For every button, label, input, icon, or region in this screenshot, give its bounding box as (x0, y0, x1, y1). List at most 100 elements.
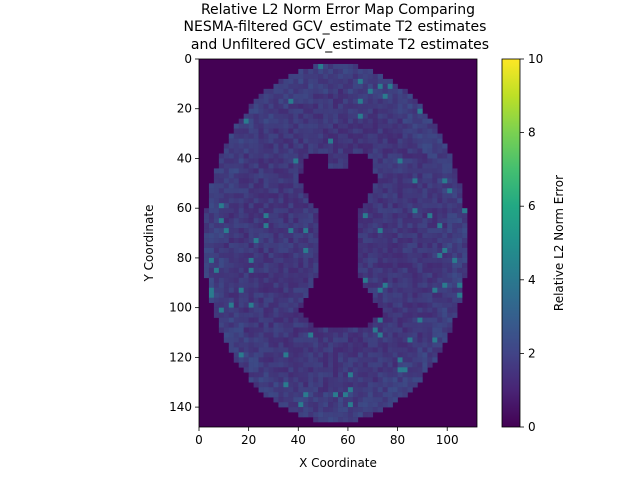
heatmap-cell (457, 183, 463, 189)
heatmap-cell (218, 228, 225, 234)
heatmap-cell (397, 108, 403, 114)
heatmap-cell (243, 183, 249, 189)
heatmap-cell (278, 272, 284, 279)
heatmap-cell (457, 233, 463, 239)
heatmap-cell (338, 128, 344, 134)
heatmap-cell (387, 307, 393, 313)
heatmap-cell (263, 243, 269, 249)
heatmap-cell (208, 218, 215, 224)
heatmap-cell (248, 317, 254, 323)
heatmap-cell (308, 73, 314, 80)
heatmap-cell (382, 357, 388, 363)
heatmap-cell (402, 342, 408, 348)
heatmap-cell (407, 93, 413, 100)
heatmap-cell (357, 407, 364, 413)
heatmap-cell (422, 322, 428, 328)
heatmap-cell (328, 402, 334, 408)
heatmap-cell (382, 292, 388, 298)
heatmap-cell (308, 128, 314, 134)
heatmap-cell (347, 133, 354, 139)
heatmap-cell (422, 168, 428, 174)
heatmap-cell (283, 357, 289, 363)
heatmap-cell (417, 173, 423, 179)
heatmap-cell (243, 357, 249, 363)
heatmap-cell (432, 243, 438, 249)
heatmap-cell (263, 302, 269, 308)
heatmap-cell (303, 83, 309, 90)
heatmap-cell (223, 203, 230, 209)
heatmap-cell (402, 287, 408, 294)
heatmap-cell (397, 223, 403, 229)
heatmap-cell (412, 272, 418, 279)
heatmap-cell (352, 362, 359, 368)
heatmap-cell (457, 272, 463, 279)
heatmap-cell (407, 357, 413, 363)
heatmap-cell (263, 307, 269, 313)
heatmap-cell (382, 153, 388, 159)
heatmap-cell (422, 277, 428, 284)
heatmap-cell (278, 163, 284, 169)
heatmap-cell (422, 352, 428, 358)
heatmap-cell (288, 233, 294, 239)
heatmap-cell (278, 138, 284, 144)
heatmap-cell (258, 352, 264, 358)
heatmap-cell (218, 198, 225, 204)
heatmap-cell (278, 327, 284, 333)
heatmap-cell (342, 78, 349, 85)
heatmap-cell (203, 272, 210, 279)
heatmap-cell (308, 392, 314, 398)
heatmap-cell (278, 98, 284, 105)
heatmap-cell (417, 332, 423, 338)
heatmap-cell (432, 247, 438, 254)
heatmap-cell (318, 78, 324, 85)
heatmap-cell (258, 113, 264, 119)
heatmap-cell (367, 277, 374, 284)
heatmap-cell (377, 108, 383, 114)
heatmap-cell (323, 387, 329, 393)
heatmap-cell (238, 148, 244, 154)
heatmap-cell (233, 257, 240, 264)
heatmap-cell (313, 103, 319, 110)
heatmap-cell (392, 153, 398, 159)
heatmap-cell (278, 208, 284, 214)
heatmap-cell (248, 297, 254, 303)
heatmap-cell (442, 292, 448, 298)
heatmap-cell (367, 247, 374, 254)
heatmap-cell (387, 243, 393, 249)
heatmap-cell (303, 208, 309, 214)
heatmap-cell (333, 362, 339, 368)
heatmap-cell (238, 352, 244, 358)
heatmap-cell (253, 118, 259, 124)
heatmap-cell (397, 282, 403, 289)
heatmap-cell (333, 387, 339, 393)
heatmap-cell (303, 322, 309, 328)
heatmap-cell (392, 397, 398, 403)
heatmap-cell (427, 153, 433, 159)
heatmap-cell (238, 312, 244, 318)
heatmap-cell (318, 392, 324, 398)
heatmap-cell (298, 277, 304, 284)
heatmap-cell (347, 63, 354, 70)
heatmap-cell (412, 218, 418, 224)
heatmap-cell (417, 143, 423, 149)
x-axis-label: X Coordinate (299, 456, 377, 470)
heatmap-cell (342, 367, 349, 373)
heatmap-cell (288, 317, 294, 323)
heatmap-cell (283, 153, 289, 159)
heatmap-cell (248, 367, 254, 373)
heatmap-cell (223, 252, 230, 259)
heatmap-cell (293, 243, 299, 249)
heatmap-cell (407, 148, 413, 154)
heatmap-cell (402, 292, 408, 298)
heatmap-cell (442, 168, 448, 174)
heatmap-cell (392, 173, 398, 179)
heatmap-cell (288, 402, 294, 408)
heatmap-cell (427, 218, 433, 224)
heatmap-cell (407, 347, 413, 353)
heatmap-cell (238, 218, 244, 224)
heatmap-cell (268, 98, 274, 105)
heatmap-cell (258, 233, 264, 239)
heatmap-cell (462, 247, 468, 254)
heatmap-cell (298, 223, 304, 229)
